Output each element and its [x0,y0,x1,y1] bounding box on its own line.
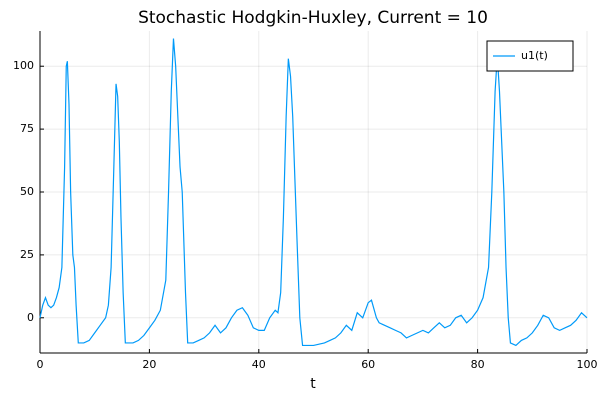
x-tick-label: 80 [471,358,485,371]
y-tick-label: 0 [27,311,34,324]
x-tick-label: 0 [37,358,44,371]
chart-title: Stochastic Hodgkin-Huxley, Current = 10 [138,8,488,28]
y-tick-label: 25 [20,248,34,261]
y-tick-label: 100 [13,59,34,72]
x-tick-label: 60 [361,358,375,371]
line-series [39,38,588,347]
x-axis-label: t [310,376,316,392]
y-tick-label: 75 [20,122,34,135]
y-tick-label: 50 [20,185,34,198]
x-tick-label: 100 [577,358,598,371]
x-tick-label: 20 [142,358,156,371]
x-tick-label: 40 [252,358,266,371]
legend-label: u1(t) [521,49,548,62]
